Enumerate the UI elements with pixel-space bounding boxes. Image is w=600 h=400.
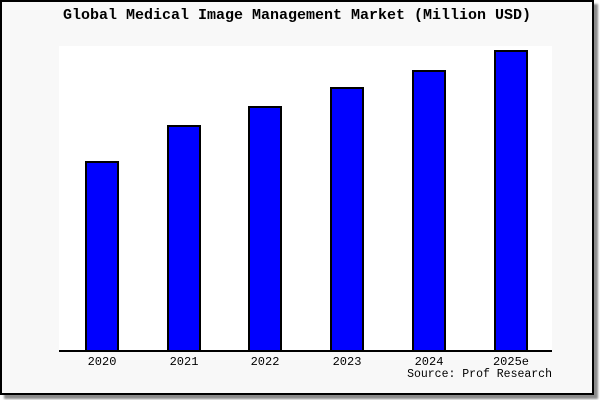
x-axis-label-2020: 2020 (87, 355, 117, 369)
chart-title: Global Medical Image Management Market (… (62, 7, 532, 24)
x-axis-label-2021: 2021 (169, 355, 199, 369)
x-axis-label-2022: 2022 (250, 355, 280, 369)
bar-2020 (85, 161, 119, 350)
bar-2022 (248, 106, 282, 350)
x-axis-label-2024: 2024 (414, 355, 444, 369)
x-axis-label-2025e: 2025e (492, 355, 529, 369)
chart-panel: Global Medical Image Management Market (… (0, 0, 594, 395)
bar-2025e (494, 50, 528, 350)
bar-2021 (167, 125, 201, 350)
bar-2024 (412, 70, 446, 350)
bar-2023 (330, 87, 364, 350)
plot-area (59, 46, 552, 350)
x-axis-line (59, 350, 552, 352)
x-axis-label-2023: 2023 (332, 355, 362, 369)
source-text: Source: Prof Research (407, 368, 552, 381)
